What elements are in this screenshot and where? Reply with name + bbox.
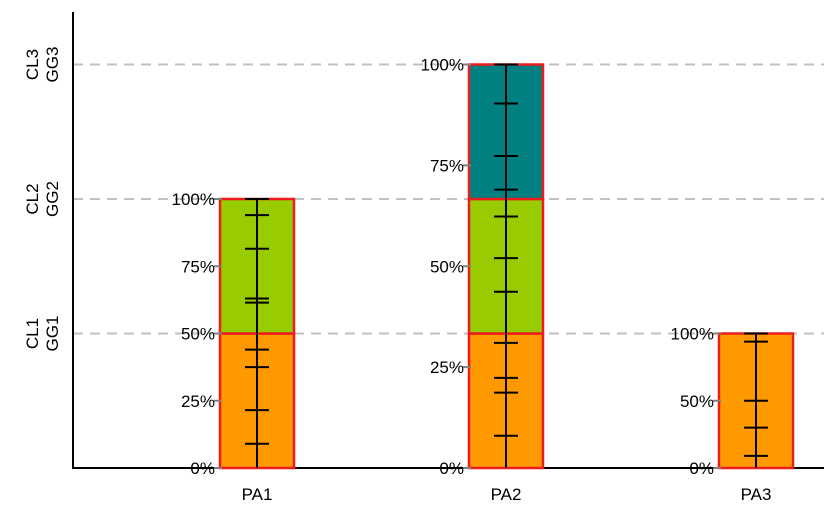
- y-level-label-bottom-2: GG2: [43, 181, 62, 217]
- percent-label-pa1-1: 25%: [181, 392, 215, 411]
- y-level-label-top-1: CL1: [23, 318, 42, 349]
- x-tick-label-pa2: PA2: [491, 485, 522, 504]
- percent-label-pa2-0: 0%: [439, 459, 464, 478]
- percent-label-pa3-0: 0%: [689, 459, 714, 478]
- y-level-label-bottom-3: GG3: [43, 47, 62, 83]
- x-tick-label-pa1: PA1: [242, 485, 273, 504]
- percent-label-pa1-4: 100%: [172, 190, 215, 209]
- percent-label-pa2-4: 100%: [421, 56, 464, 75]
- x-tick-label-pa3: PA3: [741, 485, 772, 504]
- y-level-label-top-3: CL3: [23, 49, 42, 80]
- percent-label-pa1-2: 50%: [181, 325, 215, 344]
- percent-label-pa3-2: 100%: [671, 325, 714, 344]
- percent-label-pa2-2: 50%: [430, 257, 464, 276]
- y-level-label-top-2: CL2: [23, 183, 42, 214]
- percent-label-pa2-1: 25%: [430, 358, 464, 377]
- y-level-label-bottom-1: GG1: [43, 316, 62, 352]
- percent-label-pa2-3: 75%: [430, 156, 464, 175]
- percent-label-pa3-1: 50%: [680, 392, 714, 411]
- percent-label-pa1-0: 0%: [190, 459, 215, 478]
- percent-label-pa1-3: 75%: [181, 257, 215, 276]
